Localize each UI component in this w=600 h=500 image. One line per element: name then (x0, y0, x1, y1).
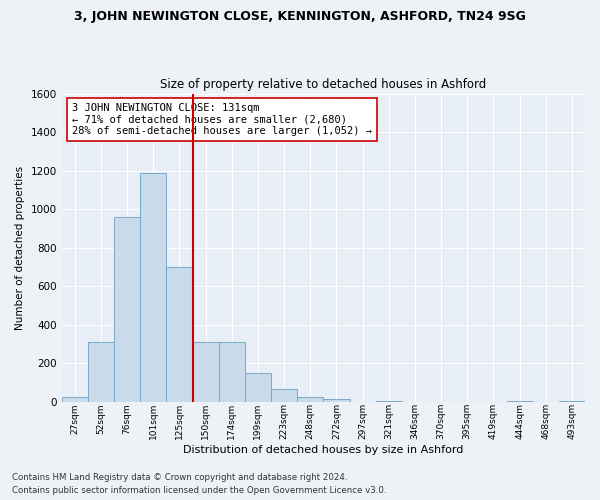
Bar (297, 397, 323, 402)
Bar (245, 373, 271, 402)
Text: Contains HM Land Registry data © Crown copyright and database right 2024.
Contai: Contains HM Land Registry data © Crown c… (12, 474, 386, 495)
Y-axis label: Number of detached properties: Number of detached properties (15, 166, 25, 330)
Bar (193, 342, 218, 402)
Bar (559, 400, 585, 402)
Bar (114, 217, 140, 402)
Bar (323, 399, 350, 402)
Bar (271, 389, 297, 402)
Bar (166, 267, 193, 402)
Bar (506, 400, 533, 402)
Title: Size of property relative to detached houses in Ashford: Size of property relative to detached ho… (160, 78, 487, 91)
Bar (376, 400, 402, 402)
Bar (218, 342, 245, 402)
X-axis label: Distribution of detached houses by size in Ashford: Distribution of detached houses by size … (183, 445, 464, 455)
Text: 3, JOHN NEWINGTON CLOSE, KENNINGTON, ASHFORD, TN24 9SG: 3, JOHN NEWINGTON CLOSE, KENNINGTON, ASH… (74, 10, 526, 23)
Bar (62, 397, 88, 402)
Bar (88, 342, 114, 402)
Bar (140, 172, 166, 402)
Text: 3 JOHN NEWINGTON CLOSE: 131sqm
← 71% of detached houses are smaller (2,680)
28% : 3 JOHN NEWINGTON CLOSE: 131sqm ← 71% of … (72, 103, 372, 136)
